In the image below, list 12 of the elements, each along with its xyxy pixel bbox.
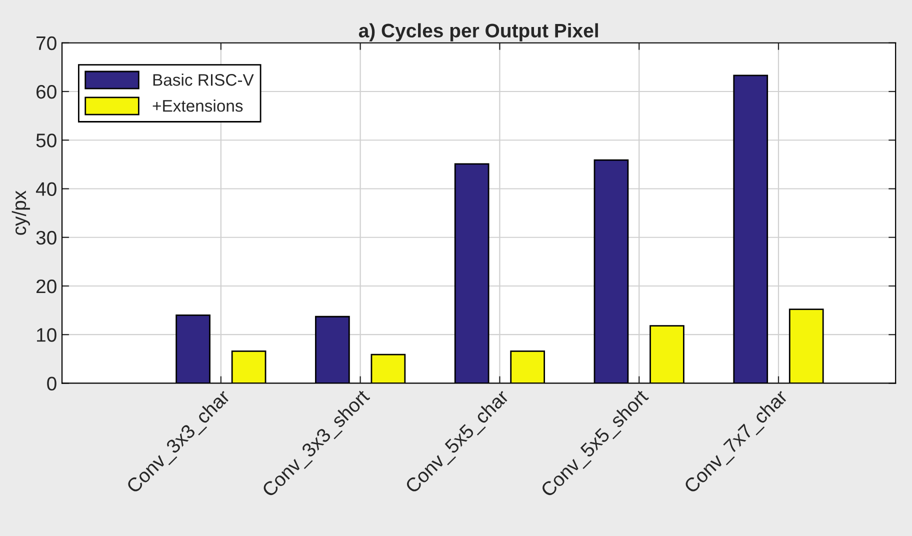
chart-title: a) Cycles per Output Pixel	[358, 23, 598, 42]
y-tick-label: 30	[36, 230, 56, 245]
legend-label: Basic RISC-V	[153, 74, 254, 86]
y-axis-title: cy/px	[12, 190, 30, 235]
y-tick-label: 50	[36, 134, 56, 148]
y-tick-label: 70	[36, 36, 56, 50]
y-tick-label: 40	[36, 182, 56, 196]
legend-label: +Extensions	[152, 100, 243, 112]
y-tick-label: 20	[36, 279, 56, 294]
y-tick-label: 60	[36, 84, 56, 99]
y-tick-label: 10	[37, 328, 56, 342]
y-tick-label: 0	[47, 376, 56, 390]
